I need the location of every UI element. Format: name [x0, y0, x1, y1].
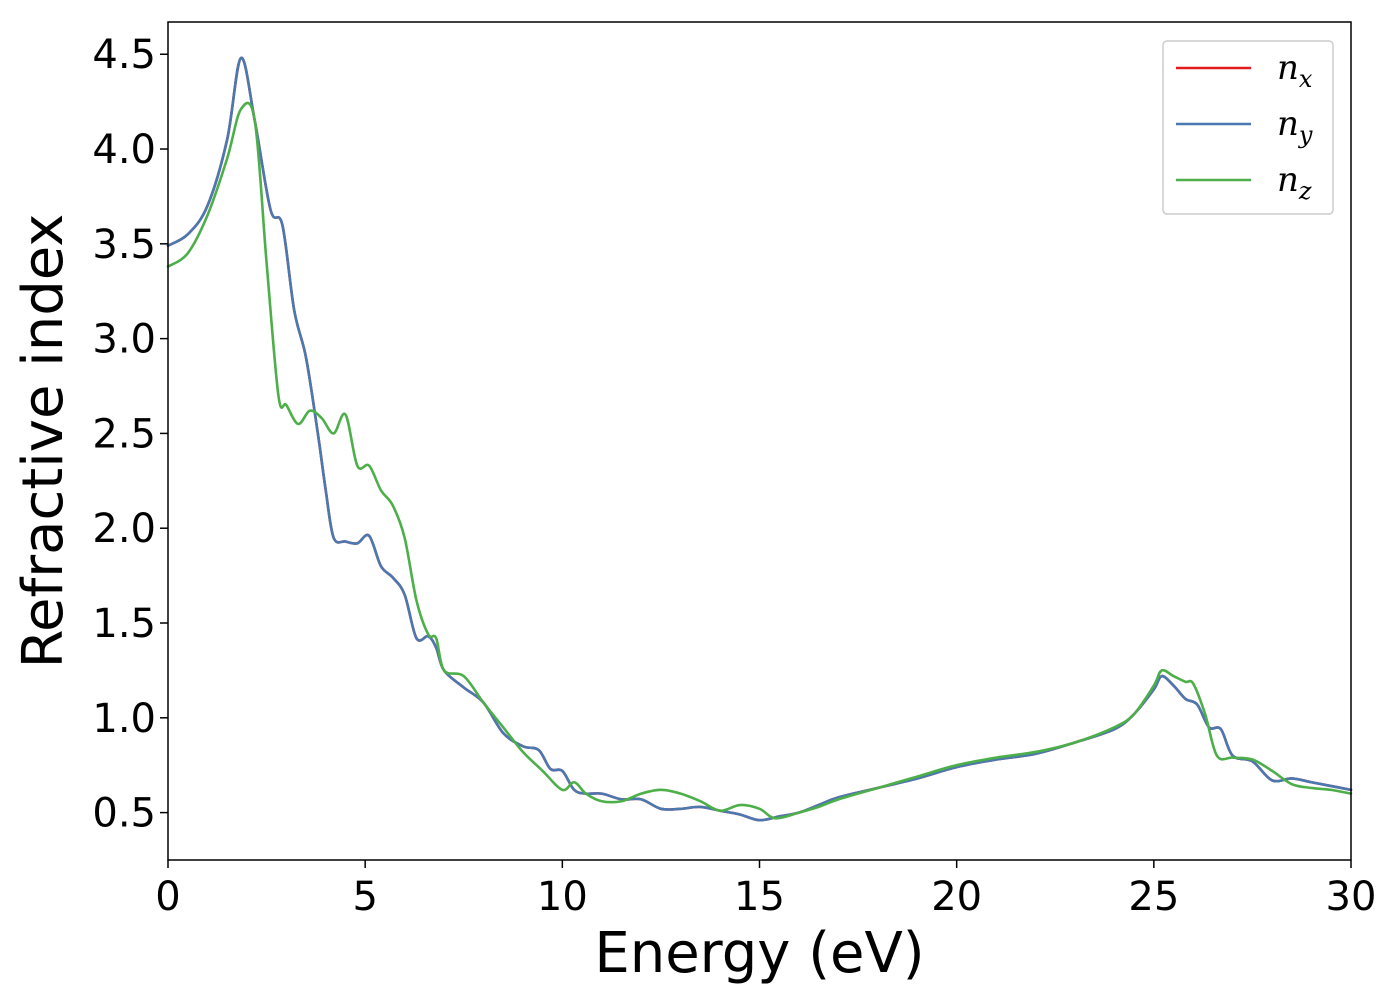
y-tick-label: 3.5: [92, 222, 156, 268]
y-axis-label: Refractive index: [11, 214, 76, 669]
y-axis: 0.5 1.0 1.5 2.0 2.5 3.0 3.5 4.0 4.5: [92, 32, 168, 837]
x-tick-label: 5: [352, 874, 377, 920]
legend-label-base: n: [1277, 160, 1299, 200]
legend-label: nx: [1277, 48, 1313, 93]
x-axis: 0 5 10 15 20 25 30: [155, 860, 1376, 920]
x-axis-label: Energy (eV): [594, 921, 924, 986]
series-line-nz: [166, 101, 1353, 820]
legend-label-subscript: z: [1298, 177, 1312, 205]
x-tick-label: 20: [931, 874, 982, 920]
legend-label-base: n: [1277, 48, 1299, 88]
x-tick-label: 30: [1326, 874, 1377, 920]
legend-label-subscript: y: [1298, 121, 1313, 149]
x-tick-label: 10: [537, 874, 588, 920]
x-tick-label: 25: [1128, 874, 1179, 920]
y-tick-label: 4.0: [92, 127, 156, 173]
legend-box: [1162, 40, 1334, 215]
legend-label: ny: [1277, 104, 1313, 149]
series-layer: [166, 56, 1353, 822]
x-tick-label: 0: [155, 874, 180, 920]
y-tick-label: 1.0: [92, 696, 156, 742]
y-tick-label: 3.0: [92, 317, 156, 363]
y-tick-label: 2.0: [92, 506, 156, 552]
y-tick-label: 0.5: [92, 791, 156, 837]
y-tick-label: 4.5: [92, 32, 156, 78]
legend-label-subscript: x: [1299, 65, 1313, 93]
x-tick-label: 15: [734, 874, 785, 920]
legend-label: nz: [1277, 160, 1312, 205]
legend-label-base: n: [1277, 104, 1299, 144]
y-tick-label: 2.5: [92, 411, 156, 457]
series-line-ny: [166, 56, 1353, 822]
y-tick-label: 1.5: [92, 601, 156, 647]
